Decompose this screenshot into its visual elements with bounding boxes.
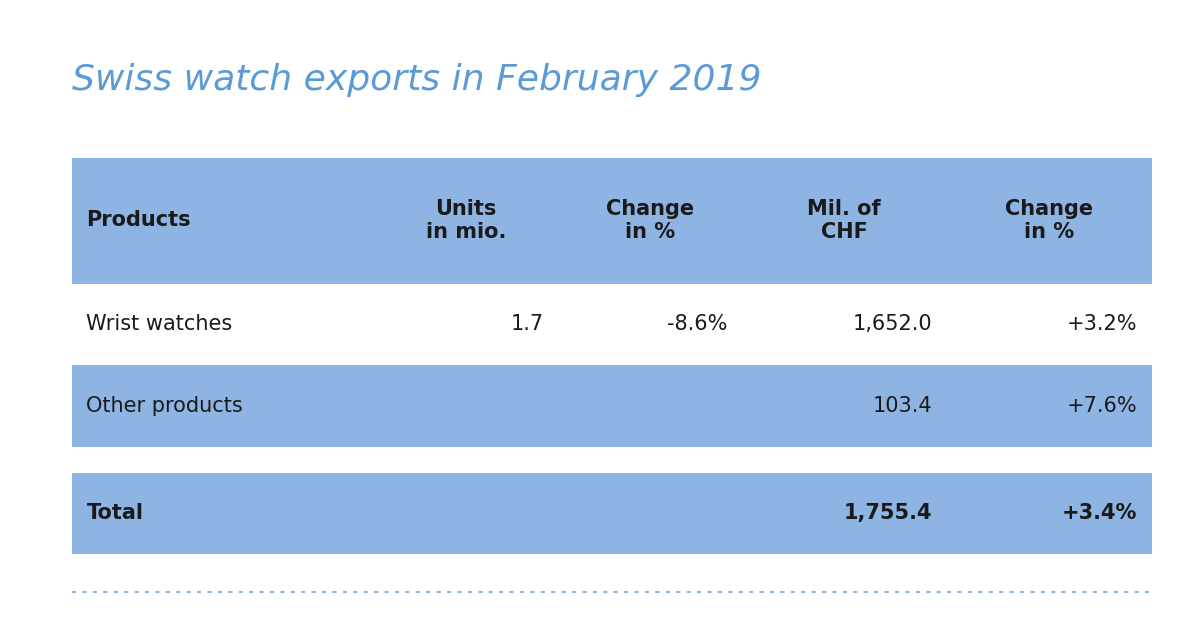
Text: +3.4%: +3.4% [1062,503,1138,524]
Text: Mil. of
CHF: Mil. of CHF [808,199,881,242]
FancyBboxPatch shape [72,284,1152,365]
Text: +3.2%: +3.2% [1067,314,1138,335]
Text: Swiss watch exports in February 2019: Swiss watch exports in February 2019 [72,63,762,97]
Text: Change
in %: Change in % [1006,199,1093,242]
Text: 1.7: 1.7 [510,314,544,335]
Text: 1,755.4: 1,755.4 [844,503,932,524]
Text: Total: Total [86,503,144,524]
Text: Wrist watches: Wrist watches [86,314,233,335]
Text: Products: Products [86,210,191,231]
Text: 103.4: 103.4 [872,396,932,416]
FancyBboxPatch shape [72,472,1152,554]
FancyBboxPatch shape [72,158,1152,284]
Text: Units
in mio.: Units in mio. [426,199,506,242]
FancyBboxPatch shape [72,365,1152,447]
Text: -8.6%: -8.6% [667,314,727,335]
Text: Change
in %: Change in % [606,199,694,242]
Text: 1,652.0: 1,652.0 [853,314,932,335]
Text: +7.6%: +7.6% [1067,396,1138,416]
Text: Other products: Other products [86,396,244,416]
